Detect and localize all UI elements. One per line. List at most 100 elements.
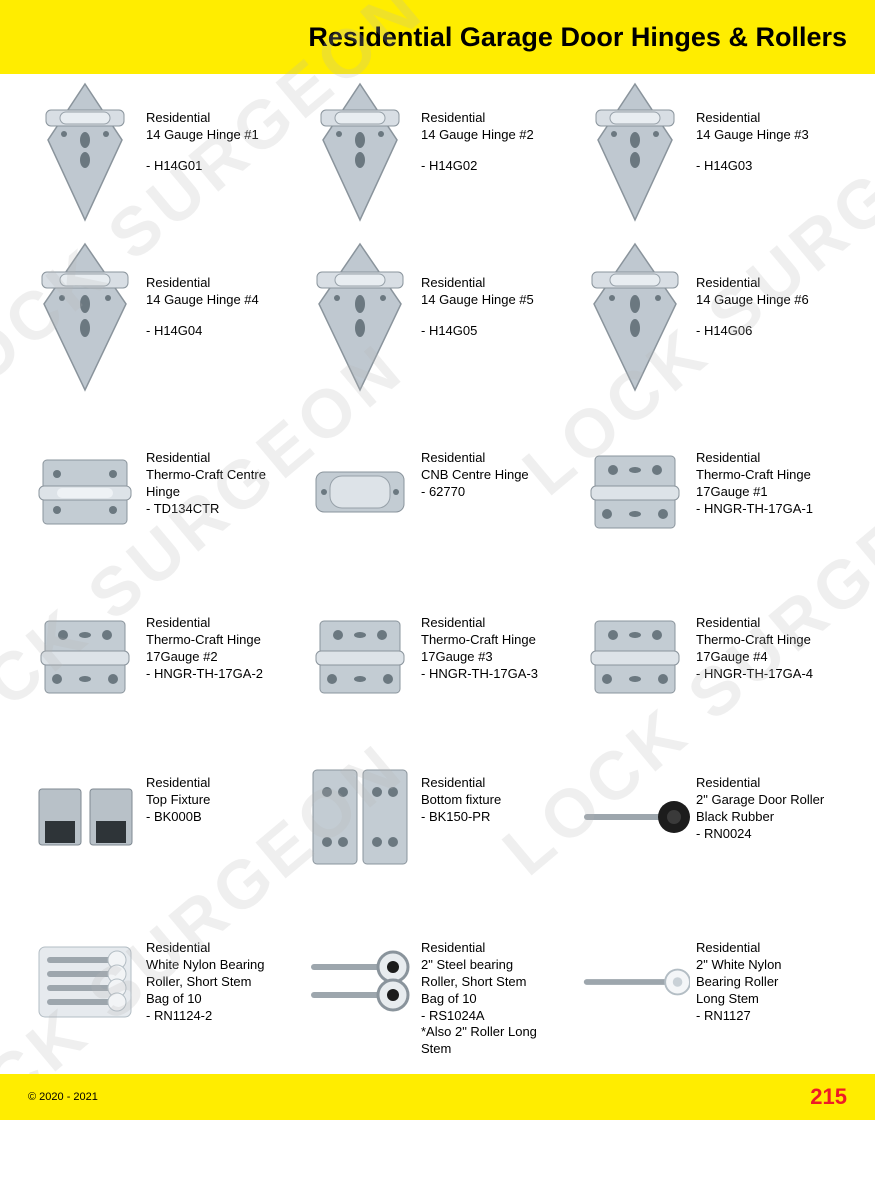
product-line: Residential xyxy=(696,110,809,127)
product-text: Residential 2" Steel bearing Roller, Sho… xyxy=(421,922,570,1058)
product-line: Bag of 10 xyxy=(146,991,265,1008)
product-line: Residential xyxy=(421,940,570,957)
product-line: CNB Centre Hinge xyxy=(421,467,529,484)
product-text: Residential 14 Gauge Hinge #4 - H14G04 xyxy=(146,257,259,340)
product-image xyxy=(580,432,690,552)
product-cell: Residential 14 Gauge Hinge #2 - H14G02 xyxy=(305,92,570,257)
product-cell: Residential Thermo-Craft Centre Hinge - … xyxy=(30,432,295,597)
product-line: Hinge xyxy=(146,484,266,501)
product-line: Thermo-Craft Hinge xyxy=(146,632,263,649)
product-line: 17Gauge #4 xyxy=(696,649,813,666)
product-sku: - H14G04 xyxy=(146,323,259,340)
product-extra: *Also 2" Roller Long Stem xyxy=(421,1024,570,1058)
product-cell: Residential 14 Gauge Hinge #1 - H14G01 xyxy=(30,92,295,257)
product-line: 2" White Nylon xyxy=(696,957,782,974)
product-sku: - RN0024 xyxy=(696,826,824,843)
page-footer: © 2020 - 2021 215 xyxy=(0,1074,875,1120)
product-line: Residential xyxy=(146,450,266,467)
page-number: 215 xyxy=(810,1084,847,1110)
product-image xyxy=(305,432,415,552)
product-sku: - 62770 xyxy=(421,484,529,501)
product-cell: Residential Top Fixture - BK000B xyxy=(30,757,295,922)
product-sku: - H14G06 xyxy=(696,323,809,340)
product-image xyxy=(30,92,140,212)
product-sku: - H14G02 xyxy=(421,158,534,175)
product-text: Residential 14 Gauge Hinge #1 - H14G01 xyxy=(146,92,259,175)
product-line: Residential xyxy=(696,275,809,292)
product-text: Residential 2" White Nylon Bearing Rolle… xyxy=(696,922,782,1024)
product-cell: Residential 2" Garage Door Roller Black … xyxy=(580,757,845,922)
product-sku: - HNGR-TH-17GA-3 xyxy=(421,666,538,683)
product-line: Bearing Roller xyxy=(696,974,782,991)
product-image xyxy=(580,757,690,877)
product-text: Residential CNB Centre Hinge - 62770 xyxy=(421,432,529,501)
product-cell: Residential White Nylon Bearing Roller, … xyxy=(30,922,295,1082)
product-text: Residential Thermo-Craft Centre Hinge - … xyxy=(146,432,266,518)
product-text: Residential Thermo-Craft Hinge 17Gauge #… xyxy=(696,432,813,518)
product-line: Residential xyxy=(696,775,824,792)
product-sku: - TD134CTR xyxy=(146,501,266,518)
product-line: Residential xyxy=(146,275,259,292)
product-sku: - RN1124-2 xyxy=(146,1008,265,1025)
product-line: Thermo-Craft Hinge xyxy=(696,632,813,649)
product-image xyxy=(305,257,415,377)
product-text: Residential 14 Gauge Hinge #2 - H14G02 xyxy=(421,92,534,175)
product-line: Residential xyxy=(146,110,259,127)
product-text: Residential White Nylon Bearing Roller, … xyxy=(146,922,265,1024)
product-image xyxy=(30,922,140,1042)
product-line: Residential xyxy=(696,450,813,467)
product-line: 17Gauge #1 xyxy=(696,484,813,501)
product-cell: Residential 14 Gauge Hinge #4 - H14G04 xyxy=(30,257,295,432)
product-line: Thermo-Craft Hinge xyxy=(696,467,813,484)
product-image xyxy=(305,757,415,877)
product-image xyxy=(580,597,690,717)
product-image xyxy=(30,432,140,552)
product-text: Residential 2" Garage Door Roller Black … xyxy=(696,757,824,843)
product-cell: Residential 2" White Nylon Bearing Rolle… xyxy=(580,922,845,1082)
product-line: Black Rubber xyxy=(696,809,824,826)
product-line: 14 Gauge Hinge #4 xyxy=(146,292,259,309)
product-sku: - HNGR-TH-17GA-4 xyxy=(696,666,813,683)
product-line: 2" Garage Door Roller xyxy=(696,792,824,809)
product-line: 17Gauge #3 xyxy=(421,649,538,666)
product-cell: Residential Thermo-Craft Hinge 17Gauge #… xyxy=(580,432,845,597)
product-line: 14 Gauge Hinge #1 xyxy=(146,127,259,144)
product-image xyxy=(305,922,415,1042)
product-sku: - H14G05 xyxy=(421,323,534,340)
product-line: Roller, Short Stem xyxy=(146,974,265,991)
product-line: Residential xyxy=(146,775,210,792)
product-text: Residential 14 Gauge Hinge #3 - H14G03 xyxy=(696,92,809,175)
product-sku: - RS1024A xyxy=(421,1008,570,1025)
product-line: 2" Steel bearing xyxy=(421,957,570,974)
product-sku: - BK000B xyxy=(146,809,210,826)
product-sku: - HNGR-TH-17GA-1 xyxy=(696,501,813,518)
product-line: Long Stem xyxy=(696,991,782,1008)
product-line: 17Gauge #2 xyxy=(146,649,263,666)
product-line: Residential xyxy=(696,615,813,632)
product-cell: Residential 2" Steel bearing Roller, Sho… xyxy=(305,922,570,1082)
product-sku: - H14G03 xyxy=(696,158,809,175)
product-image xyxy=(580,922,690,1042)
product-line: Residential xyxy=(421,110,534,127)
product-grid: Residential 14 Gauge Hinge #1 - H14G01 xyxy=(0,74,875,1074)
product-line: White Nylon Bearing xyxy=(146,957,265,974)
product-text: Residential Thermo-Craft Hinge 17Gauge #… xyxy=(421,597,538,683)
product-line: 14 Gauge Hinge #2 xyxy=(421,127,534,144)
product-text: Residential Top Fixture - BK000B xyxy=(146,757,210,826)
product-cell: Residential CNB Centre Hinge - 62770 xyxy=(305,432,570,597)
product-line: 14 Gauge Hinge #6 xyxy=(696,292,809,309)
product-sku: - H14G01 xyxy=(146,158,259,175)
product-line: Thermo-Craft Centre xyxy=(146,467,266,484)
product-line: Residential xyxy=(421,775,501,792)
product-image xyxy=(305,597,415,717)
product-cell: Residential 14 Gauge Hinge #3 - H14G03 xyxy=(580,92,845,257)
product-cell: Residential Thermo-Craft Hinge 17Gauge #… xyxy=(305,597,570,757)
product-cell: Residential 14 Gauge Hinge #6 - H14G06 xyxy=(580,257,845,432)
product-line: Residential xyxy=(146,615,263,632)
product-line: Residential xyxy=(421,615,538,632)
product-text: Residential 14 Gauge Hinge #6 - H14G06 xyxy=(696,257,809,340)
product-sku: - HNGR-TH-17GA-2 xyxy=(146,666,263,683)
product-text: Residential Thermo-Craft Hinge 17Gauge #… xyxy=(696,597,813,683)
product-text: Residential Bottom fixture - BK150-PR xyxy=(421,757,501,826)
product-image xyxy=(305,92,415,212)
